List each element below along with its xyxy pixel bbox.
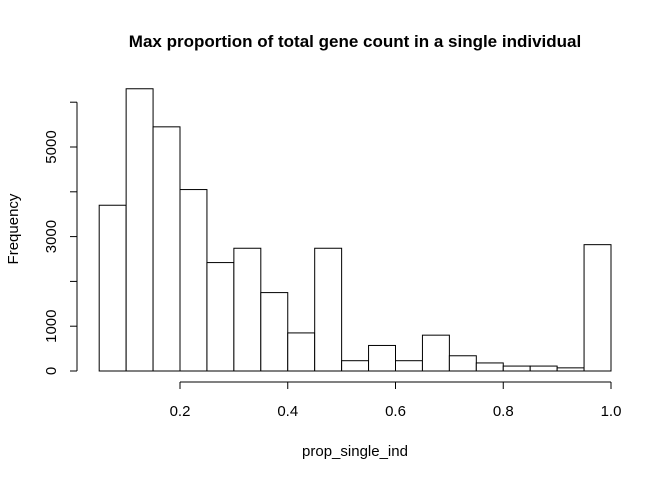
histogram-bar <box>475 362 504 372</box>
x-tick-label: 0.6 <box>385 403 406 420</box>
x-tick-label: 0.8 <box>493 403 514 420</box>
y-tick-label: 5000 <box>43 130 60 163</box>
x-axis: 0.2 0.4 0.6 0.8 1.0 <box>170 381 622 420</box>
y-axis: 0 1000 3000 5000 <box>43 101 78 375</box>
histogram-bar <box>529 365 558 372</box>
histogram-bar <box>125 88 154 372</box>
y-tick-label: 0 <box>43 367 60 375</box>
x-tick-label: 0.2 <box>170 403 191 420</box>
y-tick-label: 3000 <box>43 220 60 253</box>
y-tick-label: 1000 <box>43 310 60 343</box>
histogram-bar <box>395 360 423 372</box>
histogram-bar <box>206 262 235 372</box>
histogram-bar <box>421 334 450 372</box>
histogram-bar <box>314 247 343 372</box>
y-axis-label: Frequency <box>5 193 22 264</box>
histogram-bar <box>287 332 316 372</box>
histogram-bar <box>341 360 370 372</box>
x-axis-label: prop_single_ind <box>302 443 408 460</box>
histogram-bar <box>556 367 585 372</box>
histogram-bar <box>152 126 181 372</box>
histogram-bar <box>368 344 396 372</box>
histogram-bar <box>260 292 289 372</box>
x-tick-label: 1.0 <box>601 403 622 420</box>
x-tick-label: 0.4 <box>277 403 298 420</box>
histogram-bar <box>583 244 612 372</box>
histogram-bar <box>448 355 477 372</box>
chart-title: Max proportion of total gene count in a … <box>129 32 581 51</box>
histogram-bar <box>98 204 127 372</box>
histogram-bar <box>502 365 531 372</box>
bars-group <box>98 88 612 372</box>
histogram-bar <box>233 247 262 372</box>
histogram-bar <box>179 189 208 372</box>
